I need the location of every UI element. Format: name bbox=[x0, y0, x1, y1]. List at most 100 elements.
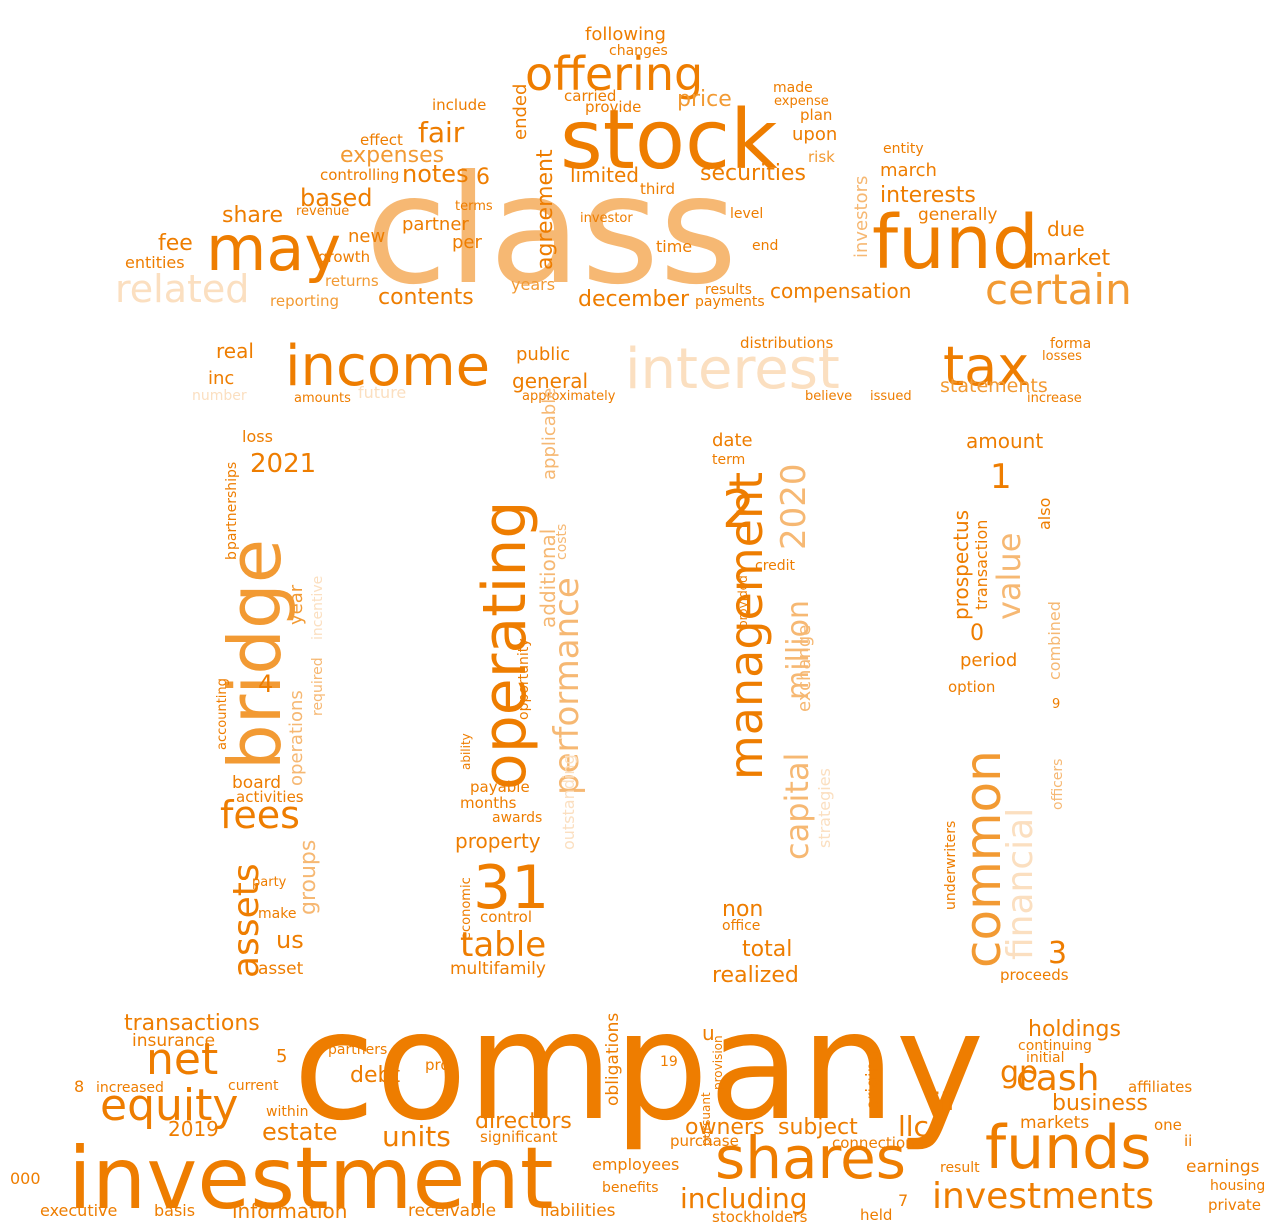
word-interest: interest bbox=[625, 337, 840, 402]
word-employees: employees bbox=[592, 1155, 679, 1174]
word-increased: increased bbox=[96, 1080, 164, 1096]
word-debt: debt bbox=[350, 1063, 400, 1088]
word-per: per bbox=[452, 232, 483, 253]
word-n000: 000 bbox=[10, 1169, 41, 1188]
word-operating: operating bbox=[470, 501, 540, 790]
word-fund: fund bbox=[872, 200, 1039, 286]
word-executive: executive bbox=[40, 1201, 117, 1220]
word-amounts: amounts bbox=[294, 391, 351, 406]
word-n2020: 2020 bbox=[774, 463, 814, 550]
word-housing: housing bbox=[1210, 1178, 1265, 1194]
word-time: time bbox=[656, 237, 692, 256]
word-realized: realized bbox=[712, 963, 799, 988]
word-n31: 31 bbox=[473, 853, 549, 923]
word-outstanding: outstanding bbox=[559, 754, 578, 850]
word-year: year bbox=[286, 584, 307, 625]
word-multifamily: multifamily bbox=[450, 959, 546, 979]
word-private: private bbox=[1208, 1196, 1261, 1214]
word-reporting: reporting bbox=[270, 292, 339, 310]
word-activities: activities bbox=[236, 788, 304, 806]
word-combined: combined bbox=[1045, 601, 1064, 680]
word-market: market bbox=[1032, 246, 1110, 271]
word-provide: provide bbox=[585, 98, 641, 116]
word-total: total bbox=[742, 937, 792, 962]
word-investors: investors bbox=[851, 176, 872, 258]
word-distributions: distributions bbox=[740, 334, 833, 352]
word-pursuant: pursuant bbox=[699, 1092, 713, 1146]
word-stock: stock bbox=[560, 93, 778, 188]
word-related: related bbox=[115, 267, 249, 311]
word-shares: shares bbox=[715, 1124, 906, 1192]
word-period: period bbox=[960, 650, 1017, 671]
word-loss: loss bbox=[242, 427, 273, 446]
word-n19: 19 bbox=[660, 1054, 678, 1070]
word-insurance: insurance bbox=[132, 1031, 215, 1051]
word-make: make bbox=[258, 906, 296, 922]
word-inc: inc bbox=[208, 368, 234, 389]
word-limited: limited bbox=[570, 163, 639, 187]
word-contents: contents bbox=[378, 285, 474, 310]
word-markets: markets bbox=[1020, 1113, 1089, 1133]
word-asset: asset bbox=[258, 959, 304, 979]
word-tax: tax bbox=[943, 335, 1029, 398]
word-approximately: approximately bbox=[522, 389, 616, 404]
word-management: management bbox=[719, 472, 773, 780]
word-pro: pro bbox=[425, 1056, 450, 1074]
word-proceeds: proceeds bbox=[1000, 966, 1069, 984]
word-expense: expense bbox=[774, 94, 829, 109]
word-bridge: bridge bbox=[213, 539, 297, 770]
word-carried: carried bbox=[564, 87, 616, 105]
word-price: price bbox=[677, 87, 732, 112]
word-interests: interests bbox=[880, 183, 976, 208]
word-credit: credit bbox=[755, 558, 796, 574]
word-opportunity: opportunity bbox=[516, 638, 532, 720]
word-months: months bbox=[460, 794, 517, 812]
word-march: march bbox=[880, 160, 937, 181]
word-n1: 1 bbox=[990, 457, 1012, 497]
word-n8: 8 bbox=[74, 1077, 84, 1096]
word-issued: issued bbox=[870, 389, 912, 404]
word-groups: groups bbox=[296, 840, 321, 915]
word-cash: cash bbox=[1016, 1058, 1099, 1099]
word-table: table bbox=[460, 925, 546, 965]
word-notes: notes bbox=[402, 160, 469, 188]
word-units: units bbox=[382, 1120, 451, 1153]
word-transaction: transaction bbox=[972, 520, 991, 610]
word-payable: payable bbox=[470, 778, 530, 796]
word-losses: losses bbox=[1042, 349, 1082, 364]
word-revenue: revenue bbox=[296, 204, 349, 219]
word-fee: fee bbox=[158, 231, 193, 256]
word-terms: terms bbox=[455, 199, 493, 214]
word-ended: ended bbox=[510, 84, 531, 140]
word-n0: 0 bbox=[970, 621, 984, 646]
word-amount: amount bbox=[966, 429, 1043, 453]
word-ii: ii bbox=[1184, 1132, 1192, 1150]
word-assets: assets bbox=[226, 863, 267, 978]
word-additional: additional bbox=[536, 529, 560, 628]
word-office: office bbox=[722, 918, 760, 934]
word-share: share bbox=[222, 203, 283, 228]
word-date: date bbox=[712, 430, 753, 451]
word-accounting: accounting bbox=[215, 678, 230, 750]
word-significant: significant bbox=[480, 1128, 558, 1146]
word-new: new bbox=[348, 226, 385, 247]
word-believe: believe bbox=[805, 389, 852, 404]
word-officers: officers bbox=[1050, 759, 1066, 810]
word-option: option bbox=[948, 678, 995, 696]
word-n6: 6 bbox=[476, 165, 490, 190]
word-performance: performance bbox=[547, 577, 587, 795]
word-investment: investment bbox=[68, 1129, 554, 1225]
word-company: company bbox=[293, 980, 984, 1154]
word-class: class bbox=[365, 144, 737, 318]
word-offering: offering bbox=[525, 47, 703, 101]
word-current: current bbox=[228, 1078, 279, 1094]
word-economic: economic bbox=[459, 877, 474, 940]
word-include: include bbox=[432, 96, 486, 114]
word-transactions: transactions bbox=[124, 1011, 260, 1036]
word-payments: payments bbox=[695, 294, 765, 310]
word-also: also bbox=[1035, 498, 1054, 530]
word-n2021: 2021 bbox=[250, 449, 316, 479]
word-plan: plan bbox=[800, 106, 832, 124]
word-awards: awards bbox=[492, 810, 542, 826]
